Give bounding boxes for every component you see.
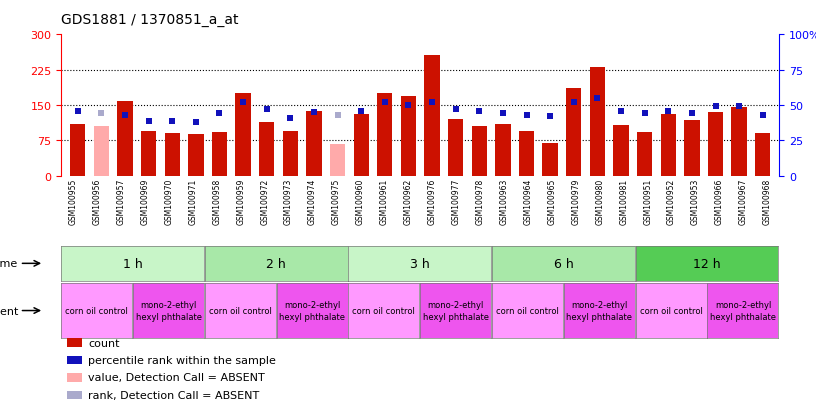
Text: GSM100961: GSM100961 (379, 178, 389, 225)
Text: GSM100973: GSM100973 (284, 178, 293, 225)
Text: GSM100955: GSM100955 (69, 178, 78, 225)
Text: agent: agent (0, 306, 18, 316)
Text: corn oil control: corn oil control (65, 306, 128, 315)
Text: 12 h: 12 h (694, 257, 721, 270)
Bar (330, 144, 345, 176)
Text: corn oil control: corn oil control (353, 306, 415, 315)
Text: mono-2-ethyl
hexyl phthalate: mono-2-ethyl hexyl phthalate (423, 301, 489, 321)
Bar (118, 102, 133, 176)
Bar (282, 132, 298, 176)
Text: GSM100980: GSM100980 (595, 178, 605, 225)
Bar (495, 125, 511, 176)
Bar (353, 115, 369, 176)
Text: GSM100953: GSM100953 (691, 178, 700, 225)
Text: GSM100951: GSM100951 (643, 178, 652, 225)
Text: corn oil control: corn oil control (640, 306, 703, 315)
Text: GSM100966: GSM100966 (715, 178, 724, 225)
Text: GSM100963: GSM100963 (499, 178, 508, 225)
Text: GSM100964: GSM100964 (523, 178, 533, 225)
Bar (448, 120, 463, 176)
Bar (94, 127, 109, 176)
Text: GSM100969: GSM100969 (140, 178, 149, 225)
Bar (566, 89, 582, 176)
Text: mono-2-ethyl
hexyl phthalate: mono-2-ethyl hexyl phthalate (566, 301, 632, 321)
Text: GSM100977: GSM100977 (451, 178, 461, 225)
Bar (188, 135, 203, 176)
Text: GSM100976: GSM100976 (428, 178, 437, 225)
Text: time: time (0, 259, 18, 269)
Text: corn oil control: corn oil control (496, 306, 559, 315)
Bar (306, 112, 322, 176)
Bar (590, 68, 605, 176)
Text: GSM100978: GSM100978 (476, 178, 485, 225)
Bar (637, 133, 652, 176)
Bar (731, 108, 747, 176)
Text: mono-2-ethyl
hexyl phthalate: mono-2-ethyl hexyl phthalate (279, 301, 345, 321)
Bar (684, 121, 699, 176)
Bar (401, 97, 416, 176)
Text: GSM100974: GSM100974 (308, 178, 317, 225)
Bar (755, 134, 770, 176)
Bar (543, 143, 558, 176)
Bar (472, 127, 487, 176)
Bar (661, 115, 676, 176)
Text: GSM100972: GSM100972 (260, 178, 269, 225)
Text: GSM100960: GSM100960 (356, 178, 365, 225)
Text: GSM100962: GSM100962 (404, 178, 413, 225)
Text: value, Detection Call = ABSENT: value, Detection Call = ABSENT (88, 373, 265, 382)
Bar (70, 125, 86, 176)
Bar (707, 113, 723, 176)
Text: GSM100956: GSM100956 (92, 178, 102, 225)
Text: count: count (88, 338, 120, 348)
Text: 1 h: 1 h (122, 257, 143, 270)
Text: GSM100975: GSM100975 (332, 178, 341, 225)
Bar (519, 132, 534, 176)
Bar (235, 94, 251, 176)
Bar (141, 132, 157, 176)
Text: GSM100958: GSM100958 (212, 178, 221, 225)
Bar (259, 122, 274, 176)
Text: GSM100981: GSM100981 (619, 178, 628, 224)
Bar (377, 94, 392, 176)
Text: GSM100971: GSM100971 (188, 178, 197, 225)
Text: GSM100967: GSM100967 (738, 178, 748, 225)
Text: GSM100959: GSM100959 (236, 178, 246, 225)
Text: rank, Detection Call = ABSENT: rank, Detection Call = ABSENT (88, 390, 259, 400)
Text: mono-2-ethyl
hexyl phthalate: mono-2-ethyl hexyl phthalate (710, 301, 776, 321)
Bar (424, 56, 440, 176)
Text: mono-2-ethyl
hexyl phthalate: mono-2-ethyl hexyl phthalate (135, 301, 202, 321)
Bar (212, 133, 227, 176)
Text: 2 h: 2 h (266, 257, 286, 270)
Text: 6 h: 6 h (553, 257, 574, 270)
Text: 3 h: 3 h (410, 257, 430, 270)
Text: GSM100957: GSM100957 (117, 178, 126, 225)
Text: GSM100965: GSM100965 (548, 178, 557, 225)
Text: GSM100970: GSM100970 (164, 178, 174, 225)
Text: GSM100968: GSM100968 (763, 178, 772, 225)
Text: GSM100952: GSM100952 (667, 178, 676, 225)
Text: percentile rank within the sample: percentile rank within the sample (88, 355, 276, 365)
Text: corn oil control: corn oil control (209, 306, 272, 315)
Bar (165, 134, 180, 176)
Text: GSM100979: GSM100979 (571, 178, 580, 225)
Text: GDS1881 / 1370851_a_at: GDS1881 / 1370851_a_at (61, 13, 239, 27)
Bar (614, 126, 628, 176)
